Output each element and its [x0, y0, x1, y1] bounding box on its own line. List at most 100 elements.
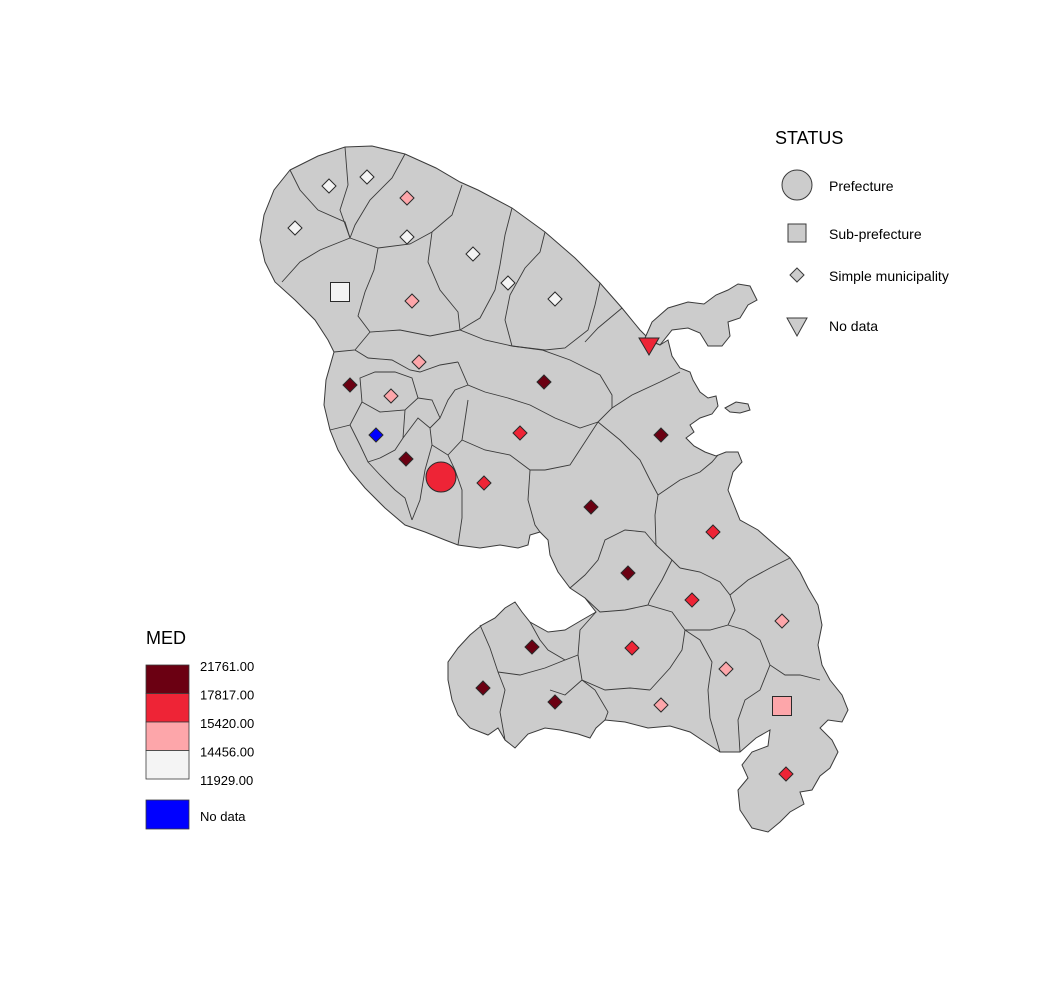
simple-municipality-marker: [465, 246, 481, 262]
boundary-line: [447, 399, 469, 456]
status-legend: STATUS Prefecture Sub-prefecture Simple …: [775, 128, 949, 338]
simple-municipality-marker: [399, 190, 415, 206]
island-peninsula-shape: [644, 283, 758, 347]
prefecture-legend-icon: [781, 169, 813, 201]
boundary-line: [357, 247, 379, 333]
boundary-line: [367, 461, 413, 521]
no-data-swatch: [145, 799, 190, 830]
boundary-line: [611, 371, 681, 409]
simple-municipality-marker: [653, 697, 669, 713]
simple-municipality-marker: [383, 388, 399, 404]
med-break-label: 17817.00: [200, 688, 254, 703]
no-data-marker: [638, 337, 660, 356]
simple-municipality-marker: [684, 592, 700, 608]
sub-prefecture-legend-icon: [787, 223, 807, 243]
boundary-line: [427, 231, 461, 331]
boundary-line: [569, 514, 657, 589]
simple-municipality-marker: [774, 613, 790, 629]
med-class-3-swatch: [145, 721, 190, 751]
islet-shape: [724, 401, 751, 414]
boundary-line: [349, 184, 463, 249]
simple-municipality-marker: [500, 275, 516, 291]
simple-municipality-marker: [624, 640, 640, 656]
simple-municipality-marker: [368, 427, 384, 443]
simple-municipality-marker: [411, 354, 427, 370]
boundary-line: [497, 659, 566, 676]
boundary-line: [529, 621, 579, 661]
med-class-4-swatch: [145, 750, 190, 780]
boundary-line: [354, 349, 459, 373]
boundary-line: [597, 421, 659, 516]
municipality-symbols: [287, 169, 794, 782]
sub-prefecture-marker: [772, 696, 792, 716]
simple-municipality-marker: [359, 169, 375, 185]
med-break-label: 11929.00: [200, 773, 253, 788]
no-data-label: No data: [200, 809, 246, 824]
boundary-line: [679, 567, 731, 596]
simple-municipality-marker: [342, 377, 358, 393]
med-break-label: 15420.00: [200, 716, 254, 731]
boundary-line: [349, 153, 406, 239]
med-break-label: 14456.00: [200, 745, 254, 760]
med-class-1-swatch: [145, 664, 190, 694]
boundary-line: [649, 629, 686, 691]
simple-municipality-marker: [287, 220, 303, 236]
simple-municipality-marker: [583, 499, 599, 515]
boundary-line: [333, 329, 513, 353]
simple-municipality-legend-icon: [789, 267, 805, 283]
island-main-shape: [259, 145, 849, 833]
simple-municipality-marker: [653, 427, 669, 443]
boundary-line: [549, 679, 583, 696]
boundary-line: [737, 664, 771, 753]
status-legend-label-simple-municipality: Simple municipality: [829, 268, 949, 284]
boundary-line: [459, 207, 513, 331]
prefecture-marker: [425, 461, 457, 493]
boundary-line: [729, 557, 791, 596]
simple-municipality-marker: [512, 425, 528, 441]
med-legend: MED 21761.00 17817.00 15420.00 14456.00 …: [145, 628, 254, 830]
boundary-line: [527, 469, 541, 533]
boundary-line: [584, 597, 686, 631]
med-break-label: 21761.00: [200, 659, 254, 674]
simple-municipality-marker: [524, 639, 540, 655]
boundary-line: [281, 237, 351, 283]
simple-municipality-marker: [399, 229, 415, 245]
simple-municipality-marker: [404, 293, 420, 309]
status-legend-title: STATUS: [775, 128, 843, 148]
status-legend-label-sub-prefecture: Sub-prefecture: [829, 226, 922, 242]
boundary-line: [479, 624, 506, 741]
simple-municipality-marker: [475, 680, 491, 696]
sub-prefecture-marker: [330, 282, 350, 302]
simple-municipality-marker: [536, 374, 552, 390]
boundary-line: [431, 444, 463, 546]
med-class-2-swatch: [145, 693, 190, 723]
boundary-line: [647, 559, 673, 606]
simple-municipality-marker: [476, 475, 492, 491]
boundary-line: [544, 421, 599, 471]
boundary-line: [504, 231, 546, 347]
boundary-line: [684, 629, 721, 753]
simple-municipality-marker: [398, 451, 414, 467]
boundary-line: [289, 169, 351, 239]
boundary-line: [461, 439, 545, 471]
simple-municipality-marker: [547, 291, 563, 307]
simple-municipality-marker: [705, 524, 721, 540]
no-data-legend-icon: [786, 317, 808, 338]
island-outline: [259, 145, 849, 833]
med-legend-title: MED: [146, 628, 186, 648]
simple-municipality-marker: [718, 661, 734, 677]
simple-municipality-marker: [321, 178, 337, 194]
boundary-line: [581, 679, 609, 721]
boundary-line: [457, 361, 599, 429]
boundary-line: [339, 146, 351, 239]
simple-municipality-marker: [620, 565, 636, 581]
boundary-line: [439, 384, 469, 419]
boundary-line: [417, 397, 441, 429]
boundary-line: [657, 454, 719, 496]
simple-municipality-marker: [778, 766, 794, 782]
status-legend-label-prefecture: Prefecture: [829, 178, 894, 194]
municipal-boundaries: [281, 146, 821, 753]
status-legend-label-no-data: No data: [829, 318, 878, 334]
boundary-line: [584, 307, 623, 343]
